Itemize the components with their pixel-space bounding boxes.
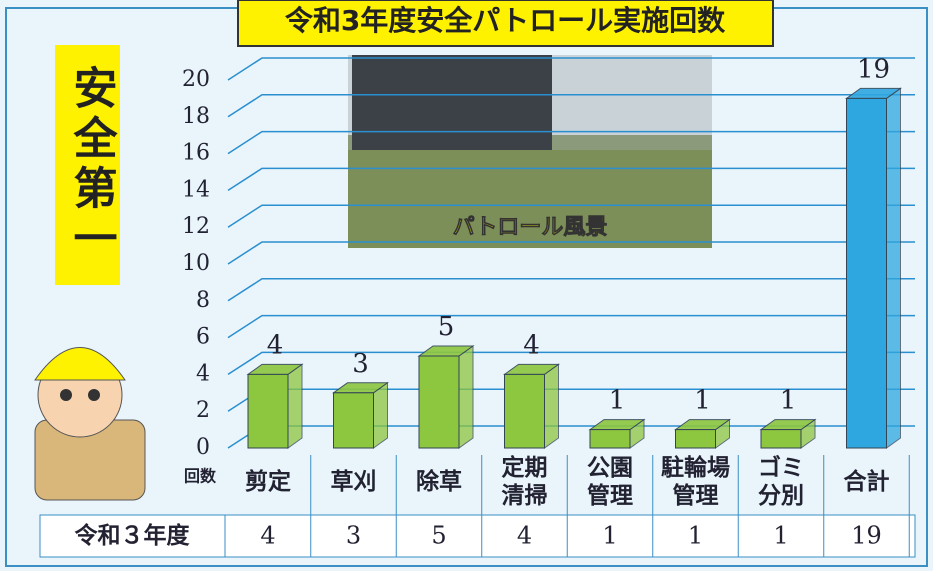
bar-front	[590, 430, 630, 448]
y-tick-label: 0	[196, 435, 210, 460]
value-label: 1	[694, 386, 711, 416]
table-value: 5	[431, 522, 446, 550]
bar-side	[459, 346, 473, 448]
bar-front	[761, 430, 801, 448]
value-label: 4	[267, 330, 284, 360]
grid-line	[228, 316, 915, 338]
photo-caption: パトロール風景	[453, 215, 608, 240]
y-tick-label: 12	[182, 214, 210, 239]
bar	[847, 88, 901, 448]
table-value: 1	[602, 522, 617, 550]
value-label: 5	[438, 312, 455, 342]
bar-side	[545, 364, 559, 448]
bar	[505, 364, 559, 448]
bar-side	[374, 383, 388, 448]
x-tick-label: 公園 管理	[568, 452, 652, 512]
x-tick-label: 除草	[397, 452, 481, 512]
x-tick-label: 駐輪場 管理	[654, 452, 738, 512]
bar-side	[288, 364, 302, 448]
table-value: 19	[851, 522, 882, 550]
x-tick-label: 剪定	[226, 452, 310, 512]
bar	[590, 420, 644, 448]
table-value: 1	[688, 522, 703, 550]
y-tick-label: 20	[182, 67, 210, 92]
x-tick-label: 合計	[825, 452, 909, 512]
character	[35, 348, 145, 501]
helmet	[35, 348, 125, 381]
grid-line	[228, 352, 915, 374]
bar-side	[887, 88, 901, 448]
table-value: 4	[260, 522, 275, 550]
table-value: 4	[517, 522, 532, 550]
y-tick-label: 16	[182, 141, 210, 166]
bar	[334, 383, 388, 448]
bar-front	[847, 98, 887, 448]
chart-title: 令和3年度安全パトロール実施回数	[285, 4, 726, 37]
bar	[761, 420, 815, 448]
bar-front	[676, 430, 716, 448]
grid-line	[228, 279, 915, 301]
y-tick-label: 2	[196, 398, 210, 423]
bar	[676, 420, 730, 448]
table-row	[225, 515, 915, 557]
eye	[88, 389, 100, 401]
table-value: 1	[773, 522, 788, 550]
y-tick-label: 6	[196, 325, 210, 350]
eye	[60, 389, 72, 401]
x-tick-label: 定期 清掃	[483, 452, 567, 512]
bar	[419, 346, 473, 448]
y-tick-label: 8	[196, 288, 210, 313]
value-label: 1	[609, 386, 626, 416]
x-tick-label: 草刈	[312, 452, 396, 512]
x-tick-label: ゴミ 分別	[739, 452, 823, 512]
row-label: 令和３年度	[75, 522, 191, 549]
bar-front	[248, 374, 288, 448]
value-label: 19	[857, 54, 890, 84]
grid-line	[228, 389, 915, 411]
y-axis-label: 回数	[184, 467, 217, 486]
y-tick-label: 10	[182, 251, 210, 276]
y-tick-label: 18	[182, 104, 210, 129]
value-label: 4	[523, 330, 540, 360]
photo-building	[352, 55, 552, 155]
photo: パトロール風景	[348, 55, 712, 248]
page: 令和3年度安全パトロール実施回数 安全第一 パトロール風景 令和３年度 回数 0…	[0, 0, 933, 571]
y-tick-label: 14	[182, 177, 210, 202]
side-text: 安全第一	[66, 65, 119, 265]
bar-front	[334, 393, 374, 448]
bar-front	[419, 356, 459, 448]
value-label: 3	[352, 349, 369, 379]
value-label: 1	[780, 386, 797, 416]
bar	[248, 364, 302, 448]
y-tick-label: 4	[196, 361, 210, 386]
bar-front	[505, 374, 545, 448]
table-value: 3	[346, 522, 361, 550]
